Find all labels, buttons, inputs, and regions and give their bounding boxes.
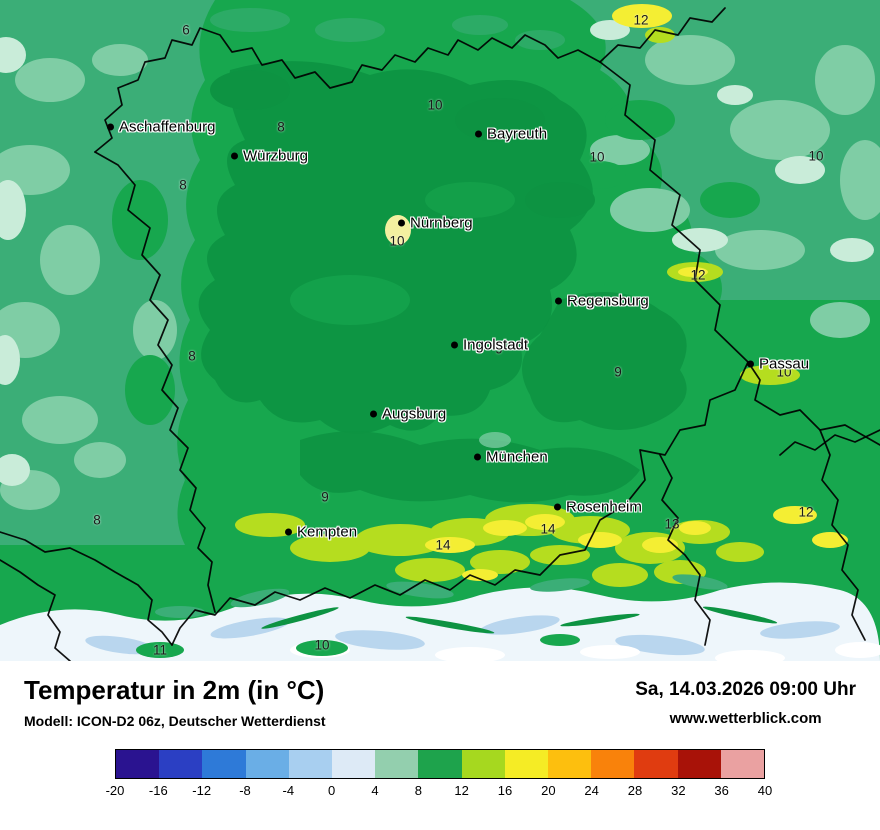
terrain-west-hills — [0, 0, 215, 545]
colorbar-segment — [116, 750, 160, 778]
forecast-datetime: Sa, 14.03.2026 09:00 Uhr — [635, 679, 856, 700]
colorbar-tick-labels: -20 -16 -12 -8 -4 0 4 8 12 16 20 24 28 32 36 40 — [106, 783, 773, 801]
colorbar-tick: -12 — [192, 783, 212, 798]
terrain-alpine-foreland — [235, 504, 848, 587]
colorbar-segment — [634, 750, 678, 778]
colorbar-segment — [245, 750, 289, 778]
colorbar-tick: 20 — [541, 783, 556, 798]
colorbar-tick: -16 — [148, 783, 168, 798]
colorbar-segment — [332, 750, 376, 778]
map-terrain — [0, 0, 880, 661]
colorbar-segments — [115, 749, 765, 779]
terrain-north-speckles — [210, 8, 565, 50]
colorbar-segment — [159, 750, 203, 778]
colorbar-tick: 40 — [757, 783, 773, 798]
colorbar-segment — [591, 750, 635, 778]
terrain-central-lowland — [198, 61, 687, 503]
colorbar-tick: 4 — [371, 783, 379, 798]
colorbar-tick: 36 — [714, 783, 729, 798]
map-borders — [0, 7, 880, 661]
colorbar-tick: 28 — [627, 783, 643, 798]
temperature-colorbar: -20 -16 -12 -8 -4 0 4 8 12 16 20 24 28 32 36 40 — [24, 749, 856, 801]
colorbar-segment — [461, 750, 505, 778]
colorbar-tick: 32 — [671, 783, 686, 798]
colorbar-tick: 24 — [584, 783, 599, 798]
colorbar-tick: 0 — [328, 783, 336, 798]
colorbar-segment — [288, 750, 333, 778]
colorbar-segment — [504, 750, 549, 778]
terrain-alps — [0, 574, 880, 661]
colorbar-tick: -8 — [239, 783, 251, 798]
colorbar-segment — [677, 750, 721, 778]
colorbar-segment — [202, 750, 246, 778]
map-footer: Temperatur in 2m (in °C) Modell: ICON-D2… — [0, 661, 880, 830]
model-info: Modell: ICON-D2 06z, Deutscher Wetterdie… — [24, 713, 326, 729]
colorbar-tick: 16 — [497, 783, 513, 798]
colorbar-tick: -20 — [105, 783, 125, 798]
temperature-map: 6 12 8 10 10 10 8 10 12 8 9 9 10 9 8 14 13 12 14 10 11 Ascha… — [0, 0, 880, 661]
website-url: www.wetterblick.com — [669, 710, 822, 727]
colorbar-segment — [720, 750, 765, 778]
colorbar-tick: 12 — [454, 783, 469, 798]
colorbar-segment — [375, 750, 419, 778]
page-title: Temperatur in 2m (in °C) — [24, 675, 325, 705]
colorbar-segment — [418, 750, 462, 778]
colorbar-tick: 8 — [414, 783, 422, 798]
colorbar-tick: -4 — [282, 783, 295, 798]
colorbar-segment — [548, 750, 592, 778]
terrain-northeast-hills — [570, 0, 880, 338]
